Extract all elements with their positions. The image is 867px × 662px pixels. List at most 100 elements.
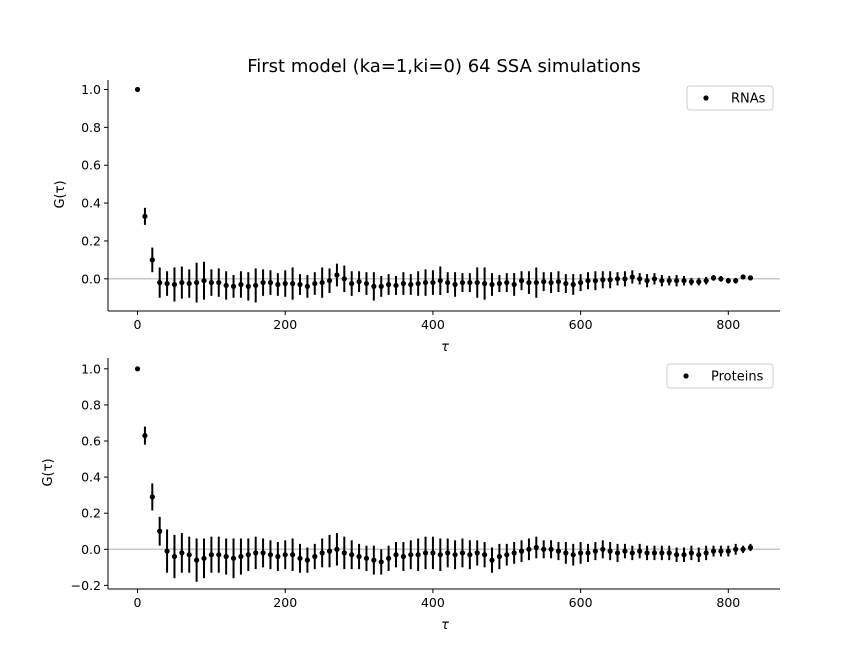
data-point	[681, 552, 687, 558]
data-point	[142, 433, 148, 439]
data-point	[511, 281, 517, 288]
data-point	[563, 550, 569, 556]
data-point	[430, 550, 436, 556]
data-point	[614, 550, 621, 556]
data-point	[149, 257, 155, 263]
data-point	[386, 555, 392, 561]
data-point	[216, 552, 222, 558]
data-point	[629, 550, 635, 556]
data-point	[674, 278, 680, 284]
data-point	[674, 552, 680, 558]
data-point	[223, 282, 229, 289]
protein-panel: 0 200 400 600 800 −0.2 0.0 0.2 0.4 0.6 0.8 1.0 τ G(τ)…	[41, 358, 780, 633]
data-point	[474, 279, 480, 286]
data-point	[378, 283, 384, 289]
data-point	[319, 550, 325, 556]
data-point	[171, 281, 178, 288]
data-point	[710, 275, 717, 281]
data-point	[703, 278, 709, 284]
data-point	[578, 550, 584, 556]
data-point	[703, 550, 709, 556]
data-point	[622, 276, 628, 282]
data-point	[179, 550, 185, 556]
data-point	[489, 557, 495, 563]
x-tick-label: 0	[134, 317, 142, 332]
data-point	[600, 277, 606, 283]
x-tick-label: 400	[421, 317, 445, 332]
data-point	[164, 280, 170, 287]
data-point	[637, 548, 643, 554]
data-point	[253, 550, 259, 556]
data-point	[267, 552, 274, 558]
data-point	[238, 553, 244, 560]
data-point	[688, 550, 694, 556]
data-point	[275, 281, 281, 288]
y-axis-label: G(τ)	[53, 180, 68, 208]
data-point	[518, 278, 525, 284]
data-point	[208, 279, 214, 286]
data-point	[607, 277, 613, 283]
data-point	[526, 279, 532, 286]
data-point	[725, 548, 731, 554]
data-point	[541, 546, 547, 552]
data-point	[445, 550, 451, 556]
data-point	[570, 281, 576, 288]
data-point	[600, 546, 606, 552]
y-tick-label: 0.4	[81, 470, 101, 485]
data-point	[186, 280, 192, 287]
data-point	[622, 548, 628, 554]
data-point	[585, 550, 591, 556]
y-tick-label: 0.2	[81, 233, 101, 248]
data-point	[437, 278, 443, 284]
y-axis-label: G(τ)	[41, 458, 56, 486]
y-tick-label: 0.8	[81, 120, 101, 135]
y-tick-label: 0.6	[81, 158, 101, 173]
data-point	[710, 548, 717, 554]
data-point	[164, 548, 170, 554]
x-tick-label: 600	[569, 317, 593, 332]
data-point	[570, 552, 576, 558]
data-point	[356, 279, 362, 285]
data-point	[614, 276, 621, 282]
data-point	[637, 276, 643, 282]
data-point	[157, 279, 163, 286]
data-point	[459, 279, 466, 286]
data-point	[688, 279, 694, 285]
data-point	[186, 552, 192, 558]
x-tick-label: 0	[134, 595, 142, 610]
chart-title: First model (ka=1,ki=0) 64 SSA simulatio…	[247, 56, 641, 77]
data-point	[541, 279, 547, 285]
data-point	[496, 280, 502, 287]
data-point	[489, 281, 495, 288]
data-point	[452, 552, 458, 558]
data-point	[363, 280, 370, 287]
data-point	[592, 278, 598, 284]
data-point	[504, 552, 510, 558]
data-point	[733, 546, 739, 552]
data-point	[194, 557, 200, 563]
data-point	[467, 552, 473, 558]
data-point	[437, 552, 443, 558]
data-point	[334, 272, 340, 278]
data-point	[334, 546, 340, 552]
x-tick-label: 400	[421, 595, 445, 610]
legend-box	[666, 363, 774, 389]
data-point	[341, 276, 347, 282]
y-tick-label: 0.0	[81, 542, 101, 557]
data-point	[467, 279, 473, 286]
data-point	[171, 553, 178, 560]
data-point	[740, 546, 746, 552]
data-point	[275, 553, 281, 560]
data-point	[592, 548, 598, 554]
data-point	[326, 278, 333, 284]
data-point	[718, 548, 724, 554]
data-point	[363, 555, 370, 561]
y-tick-label: 0.6	[81, 434, 101, 449]
data-point	[238, 281, 244, 288]
x-axis-label: τ	[441, 618, 449, 633]
data-point	[149, 494, 155, 500]
legend-label: Proteins	[711, 370, 764, 385]
data-point	[533, 279, 539, 286]
data-point	[607, 548, 613, 554]
data-point	[312, 280, 318, 287]
